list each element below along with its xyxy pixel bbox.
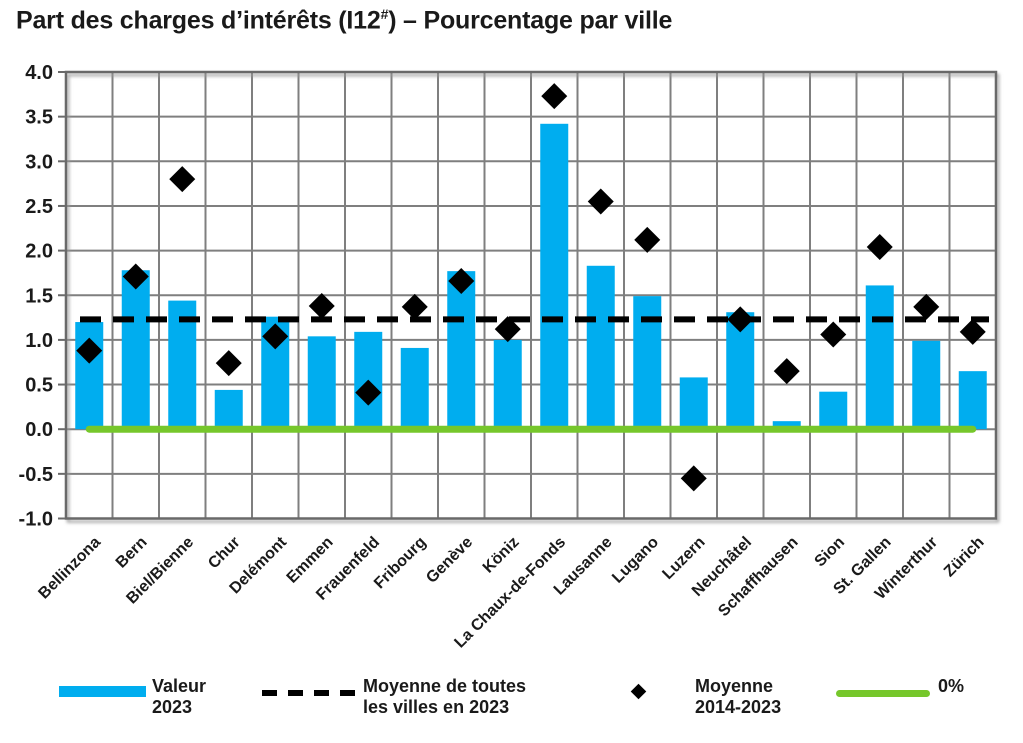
value-bar — [679, 377, 708, 430]
avg-diamond — [634, 226, 661, 253]
value-bar — [493, 339, 522, 430]
value-bar — [958, 371, 987, 430]
legend-dashed-line-swatch — [262, 690, 356, 696]
y-tick-label: 4.0 — [25, 62, 53, 84]
avg-diamond — [308, 292, 335, 319]
y-tick-label: 1.0 — [25, 330, 53, 352]
avg-diamond — [680, 465, 707, 492]
legend-label-moyenne-2014-2023: Moyenne 2014-2023 — [695, 676, 782, 717]
avg-diamond — [866, 234, 893, 261]
value-bar — [819, 391, 848, 430]
value-bar — [633, 296, 662, 430]
y-tick-label: 3.5 — [25, 107, 53, 129]
value-bar — [912, 340, 941, 430]
avg-diamond — [494, 316, 521, 343]
page-title-text: Part des charges d’intérêts (I12 — [16, 6, 381, 35]
avg-diamond — [76, 337, 103, 364]
x-category-label: Chur — [205, 534, 243, 572]
legend-bar-swatch — [59, 686, 146, 697]
avg-diamond — [541, 83, 568, 110]
legend-zero-line-swatch — [836, 690, 930, 697]
value-bar — [540, 123, 569, 430]
y-tick-label: 0.5 — [25, 375, 53, 397]
avg-diamond — [820, 321, 847, 348]
avg-diamond — [913, 293, 940, 320]
legend-label-valeur-2023: Valeur 2023 — [152, 676, 207, 717]
x-category-label: Bellinzona — [35, 534, 104, 603]
value-bar — [400, 347, 429, 430]
avg-diamond — [262, 323, 289, 350]
value-bar — [865, 285, 894, 430]
page-title-superscript: # — [380, 6, 389, 22]
avg-diamond — [727, 306, 754, 333]
avg-diamond — [773, 358, 800, 385]
x-category-label: Zürich — [941, 534, 988, 581]
y-tick-label: 2.5 — [25, 196, 53, 218]
avg-diamond — [401, 293, 428, 320]
legend-label-zero: 0% — [938, 676, 965, 696]
x-category-label: Bern — [113, 534, 151, 572]
y-tick-label: 0.0 — [25, 419, 53, 441]
y-tick-label: -1.0 — [19, 509, 53, 531]
x-category-label: Sion — [812, 534, 849, 571]
avg-diamond — [122, 263, 149, 290]
avg-diamond — [355, 379, 382, 406]
y-tick-label: 1.5 — [25, 285, 53, 307]
value-bar — [214, 389, 243, 430]
avg-diamond — [587, 188, 614, 215]
x-category-label: Köniz — [480, 534, 523, 577]
avg-diamond — [448, 267, 475, 294]
y-tick-label: 3.0 — [25, 151, 53, 173]
legend-label-moyenne-villes: Moyenne de toutes les villes en 2023 — [363, 676, 527, 717]
value-bar — [121, 270, 150, 430]
value-bar — [307, 336, 336, 430]
avg-diamond — [169, 166, 196, 193]
x-category-label: Lugano — [609, 534, 662, 587]
x-category-label: Schaffhausen — [715, 534, 801, 620]
avg-diamond — [215, 350, 242, 377]
value-bar — [772, 421, 801, 430]
value-bar — [447, 271, 476, 430]
plot-border — [64, 70, 998, 520]
chart-legend: Valeur 2023 Moyenne de toutes les villes… — [0, 0, 1023, 717]
page-title-suffix: ) – Pourcentage par ville — [388, 6, 673, 35]
x-category-label: Genève — [423, 534, 476, 587]
y-tick-label: -0.5 — [19, 464, 53, 486]
y-tick-label: 2.0 — [25, 241, 53, 263]
page-title: Part des charges d’intérêts (I12#) – Pou… — [16, 6, 672, 35]
avg-diamond — [959, 318, 986, 345]
value-bar — [586, 265, 615, 430]
